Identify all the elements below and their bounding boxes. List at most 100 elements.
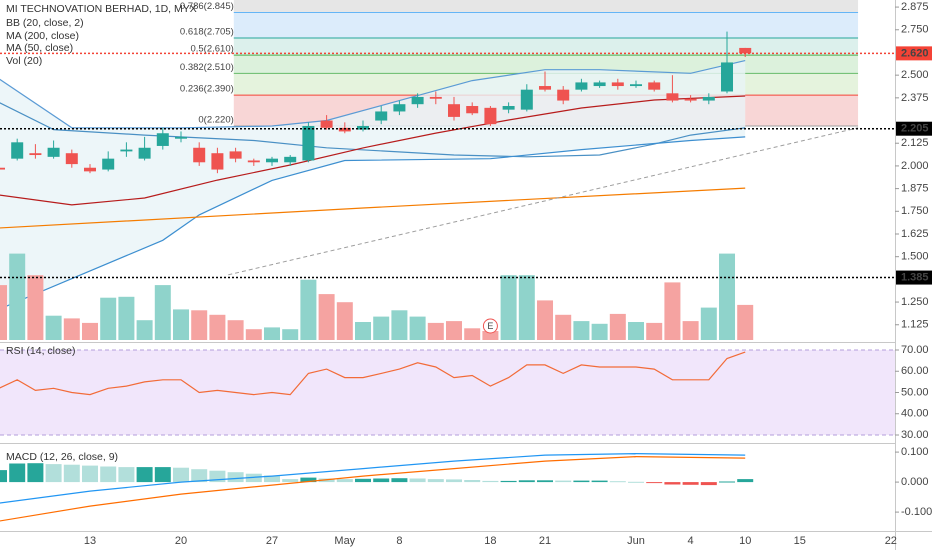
fib-zone [233,0,859,13]
line [228,127,859,276]
volume-bar [700,307,717,340]
price-label: 2.205 [901,123,929,135]
macd-histogram [555,480,572,483]
macd-histogram [300,477,317,483]
candle-body [84,167,97,172]
candle-body [411,96,424,105]
volume-bar [464,328,481,340]
candle-body [466,106,479,114]
candle-body [47,147,60,157]
macd-histogram [700,482,717,486]
candle-body [11,142,24,159]
macd-histogram [227,472,244,483]
volume-bar [482,331,499,340]
candle-body [229,151,242,159]
volume-bar [9,253,26,340]
volume-bar [173,309,190,340]
candle-body [175,136,188,139]
macd-histogram [737,479,754,483]
macd-histogram [27,463,44,483]
macd-histogram [609,481,626,483]
candle-body [211,153,224,170]
indicator-label: MA (200, close) [6,30,79,42]
price-label: 1.385 [901,271,929,283]
volume-bar [318,294,335,340]
macd-histogram [264,475,281,483]
candle-body [593,82,606,87]
x-tick-label: 4 [688,535,694,547]
volume-bar [573,321,590,340]
candle-body [520,89,533,110]
macd-histogram [518,480,535,483]
macd-histogram [500,480,517,483]
fib-label: 0.618(2.705) [180,26,234,37]
volume-bar [682,321,699,340]
volume-bar [245,329,262,340]
candle-body [357,125,370,130]
volume-bar [100,297,117,340]
macd-histogram [9,463,26,483]
candle-body [429,96,442,99]
indicator-label: MA (50, close) [6,42,73,54]
x-tick-label: 15 [794,535,806,547]
x-tick-label: 8 [396,535,402,547]
fib-label: 0(2.220) [198,114,233,125]
candle-body [320,120,333,128]
macd-histogram [682,482,699,485]
volume-bar [373,316,390,340]
indicator-label: BB (20, close, 2) [6,17,84,29]
volume-bar [646,322,663,340]
macd-histogram [573,480,590,483]
rsi-title: RSI (14, close) [6,345,75,357]
x-tick-label: 18 [484,535,496,547]
candle-body [0,167,5,170]
volume-bar [264,327,281,340]
volume-bar [227,320,244,340]
macd-histogram [537,480,554,483]
macd-histogram [482,480,499,483]
candle-body [484,107,497,125]
volume-bar [591,323,608,340]
macd-histogram [427,479,444,483]
volume-bar [518,275,535,340]
y-tick-label: -0.100 [901,506,932,518]
candle-body [721,62,734,92]
volume-bar [209,314,226,340]
macd-histogram [336,479,353,483]
volume-bar [336,302,353,340]
candle-body [29,153,42,156]
volume-bar [555,314,572,340]
macd-histogram [355,478,372,483]
macd-histogram [0,470,7,483]
x-tick-label: 13 [84,535,96,547]
candle-body [266,158,279,163]
x-tick-label: 20 [175,535,187,547]
candle-body [575,82,588,90]
candle-body [138,147,151,159]
volume-bar [355,322,372,340]
macd-histogram [464,480,481,483]
fib-zone [233,55,859,74]
macd-histogram [282,479,299,483]
price-label-bg [896,270,932,285]
macd-histogram [646,482,663,484]
volume-bar [446,321,463,340]
x-tick-label: May [334,535,355,547]
y-tick-label: 2.500 [901,69,929,81]
candle-body [684,98,697,101]
y-tick-label: 1.125 [901,319,929,331]
macd-histogram [118,467,135,483]
y-tick-label: 2.000 [901,160,929,172]
fib-label: 0.382(2.510) [180,62,234,73]
macd-histogram [82,465,99,483]
macd-histogram [409,478,426,483]
y-tick-label: 1.625 [901,228,929,240]
volume-bar [609,313,626,340]
macd-histogram [719,481,736,483]
macd-histogram [628,481,645,483]
fib-label: 0.5(2.610) [190,44,233,55]
macd-histogram [173,467,190,483]
volume-bar [82,322,99,340]
rsi-band [0,350,895,435]
